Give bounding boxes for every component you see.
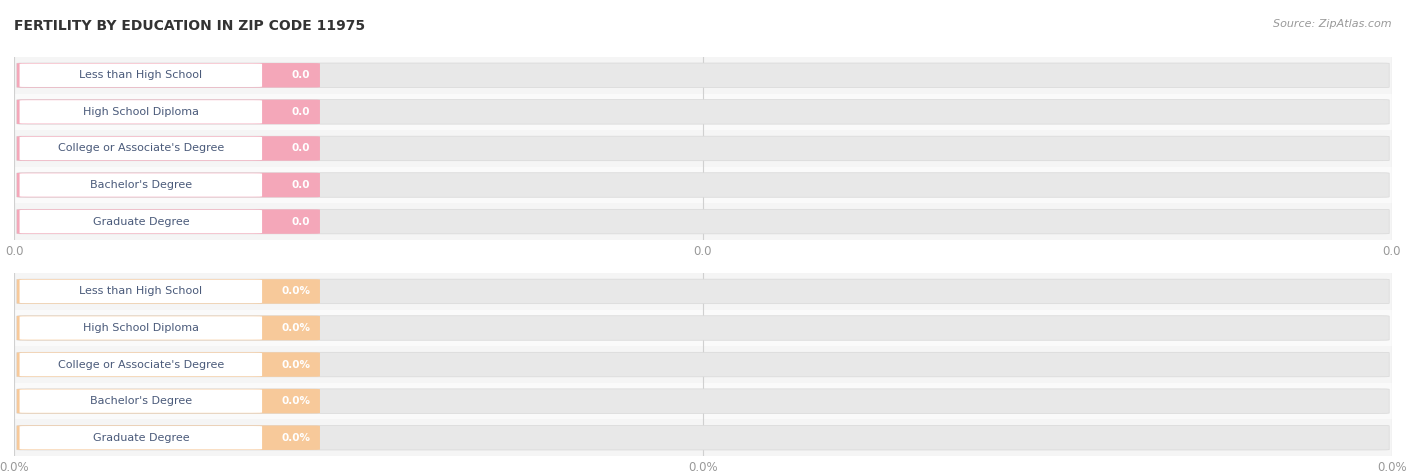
Text: 0.0: 0.0: [292, 217, 311, 227]
FancyBboxPatch shape: [20, 137, 262, 160]
Bar: [14, 310, 1392, 346]
FancyBboxPatch shape: [17, 173, 1389, 197]
Text: 0.0: 0.0: [292, 143, 311, 153]
FancyBboxPatch shape: [17, 209, 321, 234]
Text: Less than High School: Less than High School: [79, 286, 202, 296]
FancyBboxPatch shape: [17, 136, 321, 161]
Text: Bachelor's Degree: Bachelor's Degree: [90, 180, 191, 190]
FancyBboxPatch shape: [17, 100, 321, 124]
FancyBboxPatch shape: [17, 316, 321, 340]
FancyBboxPatch shape: [17, 100, 1389, 124]
FancyBboxPatch shape: [17, 173, 321, 197]
FancyBboxPatch shape: [20, 353, 262, 376]
FancyBboxPatch shape: [20, 390, 262, 413]
Bar: [14, 419, 1392, 456]
Bar: [14, 383, 1392, 419]
Bar: [14, 203, 1392, 240]
FancyBboxPatch shape: [17, 63, 1389, 87]
Text: 0.0%: 0.0%: [281, 360, 311, 370]
Bar: [14, 167, 1392, 203]
Text: 0.0: 0.0: [292, 70, 311, 80]
Bar: [14, 57, 1392, 94]
Text: High School Diploma: High School Diploma: [83, 107, 198, 117]
Text: 0.0%: 0.0%: [281, 323, 311, 333]
Text: College or Associate's Degree: College or Associate's Degree: [58, 360, 224, 370]
FancyBboxPatch shape: [17, 279, 321, 304]
FancyBboxPatch shape: [20, 426, 262, 449]
Text: College or Associate's Degree: College or Associate's Degree: [58, 143, 224, 153]
FancyBboxPatch shape: [17, 63, 321, 87]
Bar: [14, 94, 1392, 130]
Text: Less than High School: Less than High School: [79, 70, 202, 80]
Text: 0.0%: 0.0%: [281, 396, 311, 406]
Bar: [14, 273, 1392, 310]
FancyBboxPatch shape: [17, 352, 1389, 377]
FancyBboxPatch shape: [17, 389, 321, 413]
Text: 0.0: 0.0: [292, 107, 311, 117]
FancyBboxPatch shape: [17, 316, 1389, 340]
Text: Bachelor's Degree: Bachelor's Degree: [90, 396, 191, 406]
FancyBboxPatch shape: [17, 279, 1389, 304]
FancyBboxPatch shape: [20, 100, 262, 124]
Bar: [14, 130, 1392, 167]
Text: 0.0%: 0.0%: [281, 433, 311, 443]
FancyBboxPatch shape: [17, 352, 321, 377]
Text: 0.0: 0.0: [292, 180, 311, 190]
FancyBboxPatch shape: [20, 64, 262, 87]
FancyBboxPatch shape: [17, 426, 321, 450]
Text: Graduate Degree: Graduate Degree: [93, 433, 190, 443]
FancyBboxPatch shape: [20, 316, 262, 340]
Text: FERTILITY BY EDUCATION IN ZIP CODE 11975: FERTILITY BY EDUCATION IN ZIP CODE 11975: [14, 19, 366, 33]
Text: Graduate Degree: Graduate Degree: [93, 217, 190, 227]
FancyBboxPatch shape: [20, 210, 262, 233]
FancyBboxPatch shape: [17, 209, 1389, 234]
Text: High School Diploma: High School Diploma: [83, 323, 198, 333]
FancyBboxPatch shape: [17, 426, 1389, 450]
FancyBboxPatch shape: [17, 136, 1389, 161]
Text: Source: ZipAtlas.com: Source: ZipAtlas.com: [1274, 19, 1392, 29]
Text: 0.0%: 0.0%: [281, 286, 311, 296]
FancyBboxPatch shape: [17, 389, 1389, 413]
Bar: [14, 346, 1392, 383]
FancyBboxPatch shape: [20, 173, 262, 197]
FancyBboxPatch shape: [20, 280, 262, 303]
